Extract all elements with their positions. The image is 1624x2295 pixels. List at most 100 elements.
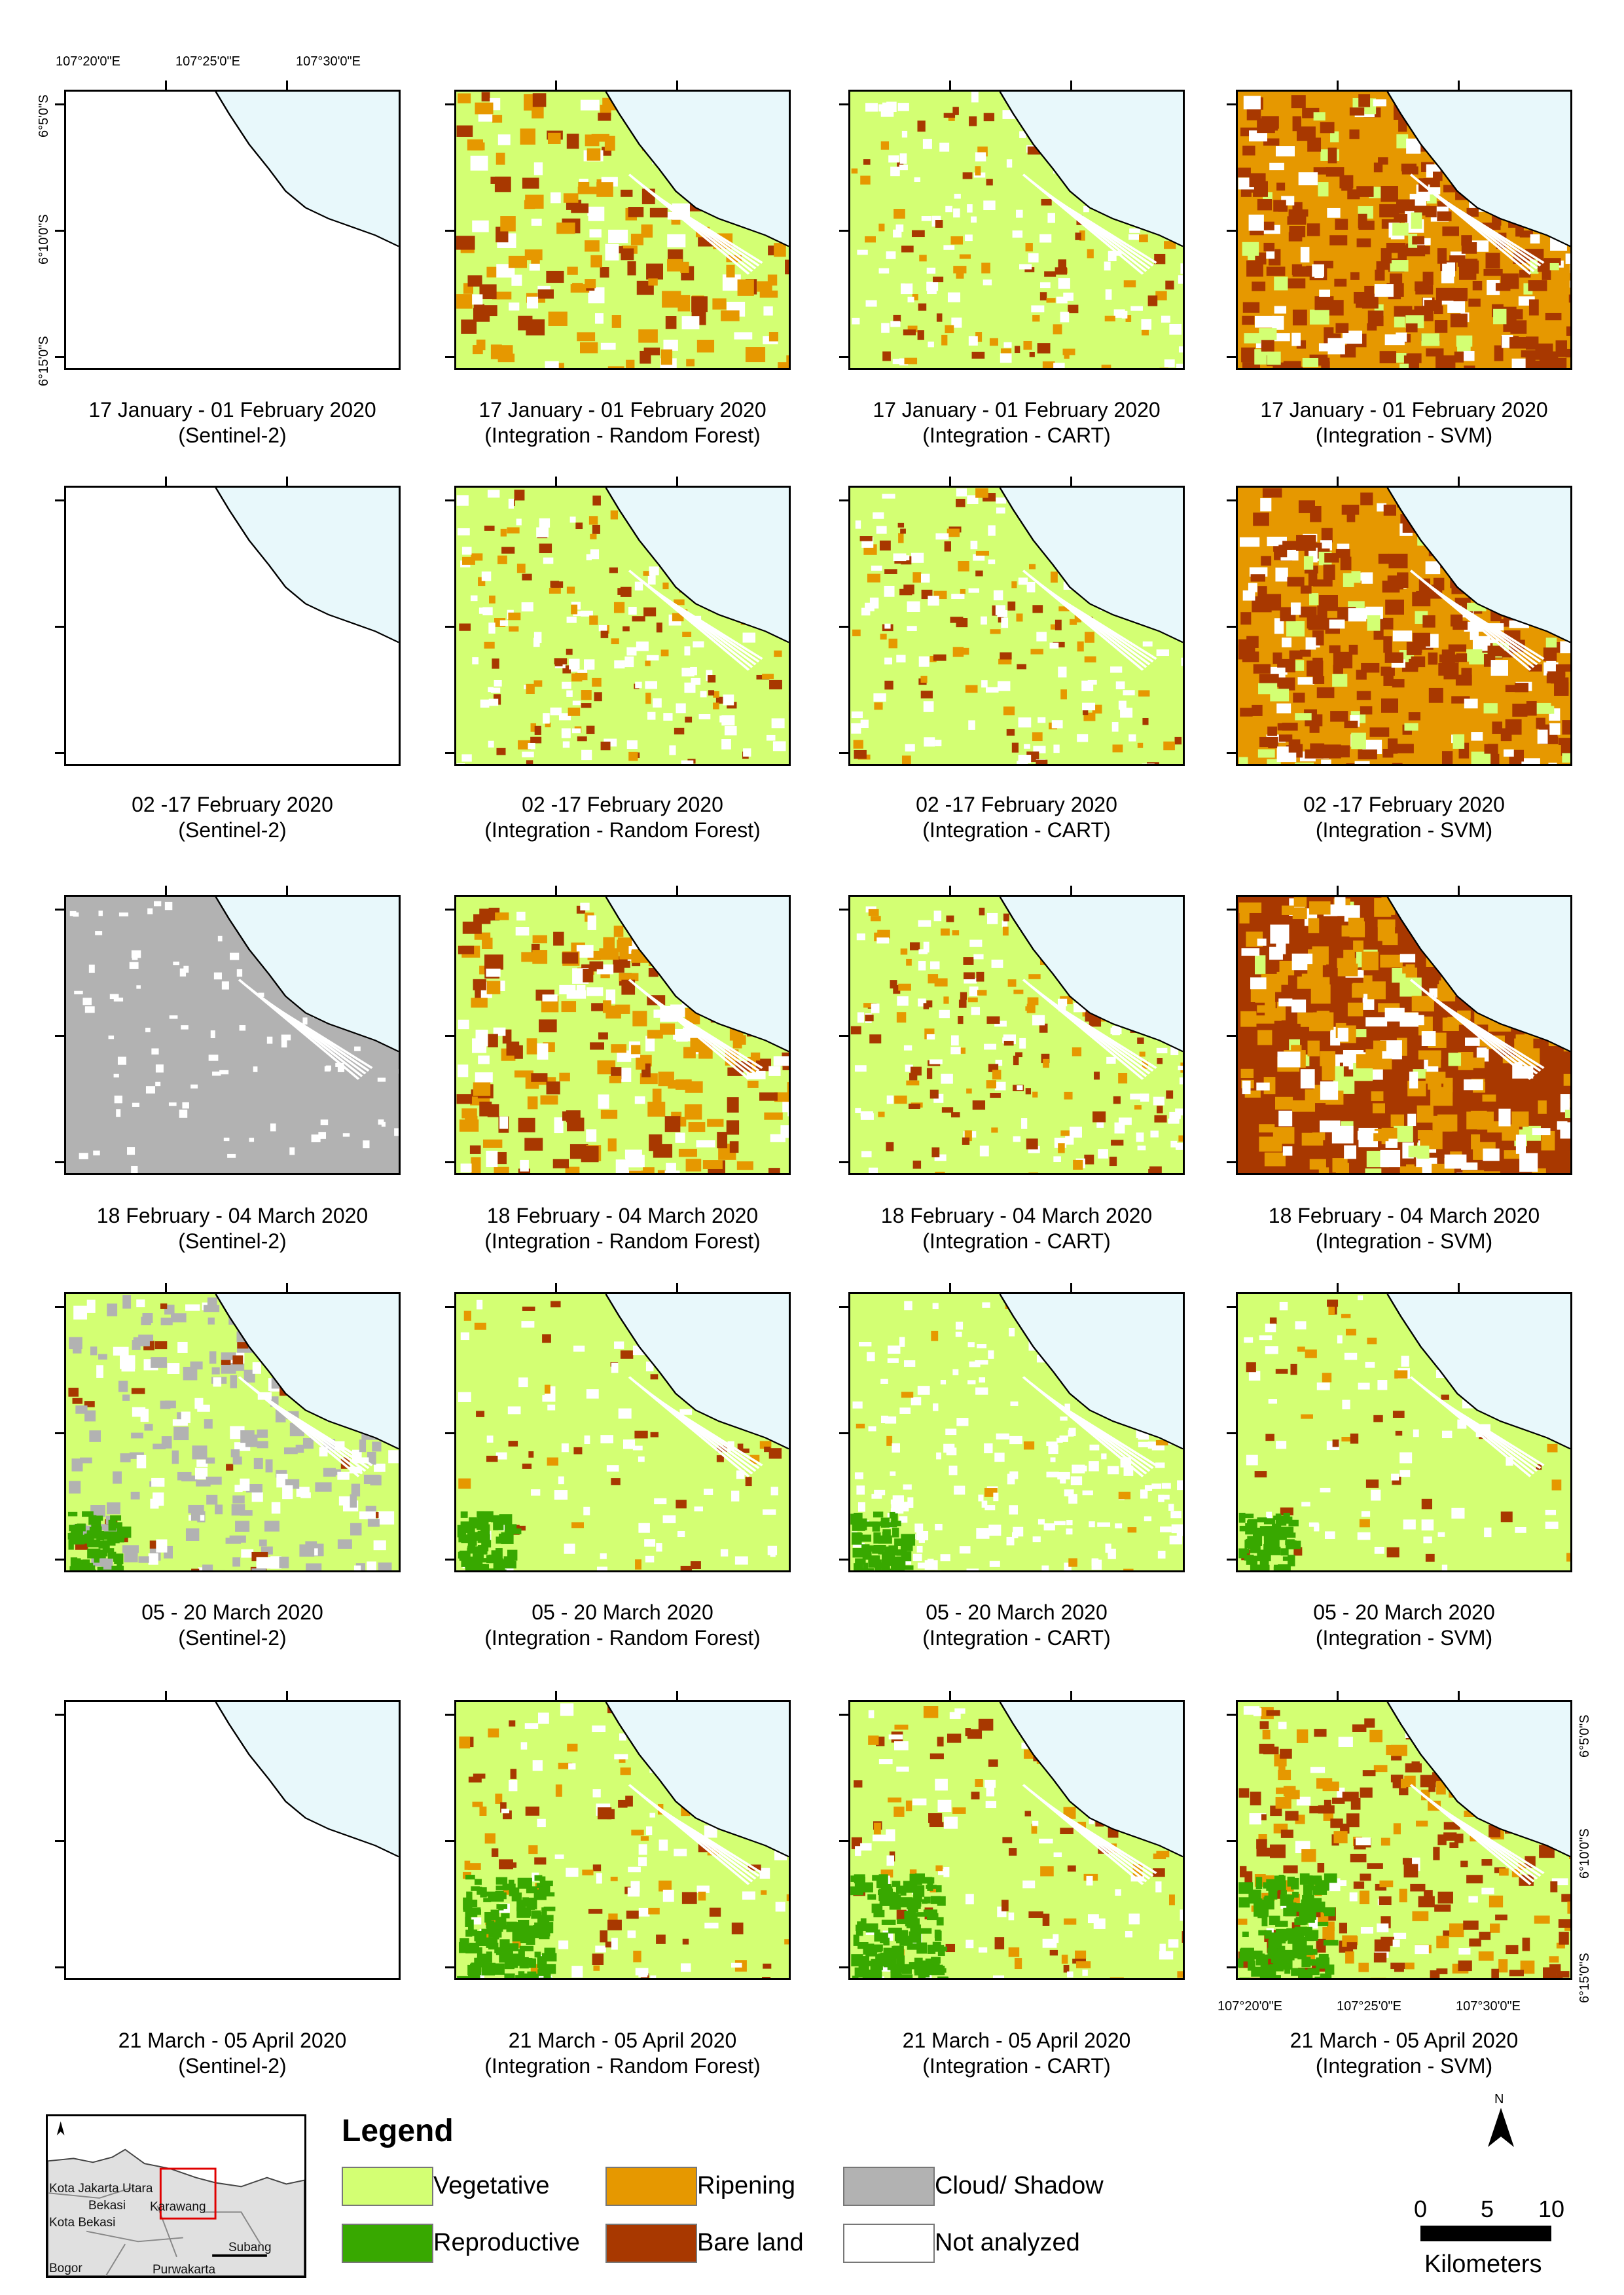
land-class-patch	[271, 1502, 281, 1514]
land-class-patch	[529, 263, 540, 271]
land-class-patch	[1412, 1911, 1429, 1921]
land-class-patch	[1007, 601, 1016, 611]
land-class-patch	[1112, 1026, 1121, 1036]
land-class-patch	[1377, 919, 1396, 928]
land-class-patch	[1082, 1490, 1093, 1496]
land-class-patch	[566, 134, 579, 149]
land-class-patch	[897, 996, 909, 1006]
land-class-patch	[1411, 212, 1422, 229]
land-class-patch	[1373, 99, 1386, 107]
land-class-patch	[731, 1491, 740, 1502]
land-class-patch	[1053, 1934, 1059, 1943]
land-class-patch	[1291, 95, 1306, 109]
land-class-patch	[481, 1516, 489, 1528]
land-class-patch	[1283, 1907, 1297, 1917]
sea-area	[605, 92, 789, 247]
coastline	[605, 1294, 789, 1450]
land-class-patch	[571, 203, 589, 213]
land-class-patch	[886, 1855, 895, 1866]
land-class-patch	[621, 979, 636, 995]
land-class-patch	[1164, 359, 1175, 368]
land-class-patch	[1279, 960, 1295, 976]
land-class-patch	[884, 623, 891, 629]
land-class-patch	[1490, 753, 1500, 764]
land-class-patch	[465, 1917, 471, 1927]
land-class-patch	[674, 1849, 687, 1856]
land-class-patch	[1437, 1114, 1458, 1132]
land-class-patch	[518, 1883, 532, 1888]
land-class-patch	[1291, 999, 1307, 1013]
land-class-patch	[472, 220, 489, 232]
land-class-patch	[1484, 744, 1495, 754]
land-class-patch	[586, 987, 604, 996]
land-class-patch	[1053, 1852, 1062, 1858]
land-class-patch	[1296, 1729, 1308, 1743]
land-class-patch	[212, 1071, 221, 1076]
land-class-patch	[461, 547, 472, 555]
land-class-patch	[251, 1492, 263, 1502]
land-class-patch	[1274, 1096, 1293, 1110]
land-class-patch	[1296, 1796, 1311, 1806]
land-class-patch	[1349, 1892, 1358, 1902]
land-class-patch	[1519, 270, 1531, 278]
land-class-patch	[611, 638, 619, 645]
land-class-patch	[481, 1928, 491, 1934]
land-class-patch	[1250, 977, 1267, 990]
land-class-patch	[1394, 316, 1405, 328]
land-class-patch	[1161, 1483, 1171, 1489]
land-class-patch	[653, 1144, 673, 1158]
classification-map-panel	[848, 895, 1185, 1175]
land-class-patch	[472, 1801, 483, 1807]
graticule-tick	[445, 751, 454, 754]
land-class-patch	[1256, 1839, 1267, 1849]
land-class-patch	[514, 1070, 533, 1078]
land-class-patch	[1001, 617, 1009, 628]
land-class-patch	[1356, 691, 1371, 700]
land-class-patch	[1285, 1516, 1293, 1524]
land-class-patch	[1388, 553, 1408, 569]
land-class-patch	[1051, 720, 1063, 729]
land-class-patch	[1448, 644, 1467, 652]
land-class-patch	[144, 1424, 153, 1431]
land-class-patch	[926, 1068, 933, 1079]
land-class-patch	[142, 1313, 153, 1324]
land-class-patch	[179, 968, 187, 977]
land-class-patch	[854, 1780, 863, 1788]
land-class-patch	[691, 678, 701, 685]
land-class-patch	[1158, 1494, 1164, 1502]
land-class-patch	[586, 1129, 597, 1142]
land-class-patch	[863, 159, 871, 165]
sea-area	[215, 897, 399, 1052]
land-class-patch	[1479, 1932, 1491, 1940]
land-class-patch	[1433, 577, 1445, 590]
land-class-patch	[1512, 703, 1528, 717]
land-class-patch	[635, 1968, 649, 1976]
land-class-patch	[856, 1925, 869, 1931]
land-class-patch	[868, 1426, 876, 1432]
land-class-patch	[1464, 1079, 1483, 1091]
land-class-patch	[951, 1035, 959, 1046]
land-class-patch	[456, 125, 473, 137]
panel-caption: 21 March - 05 April 2020 (Integration - R…	[426, 2028, 819, 2079]
land-class-patch	[1481, 1859, 1492, 1866]
land-class-patch	[1526, 701, 1537, 716]
land-class-patch	[1284, 1968, 1291, 1974]
land-class-patch	[918, 949, 928, 954]
land-class-patch	[681, 1963, 691, 1972]
land-class-patch	[257, 1429, 268, 1438]
land-class-patch	[484, 1911, 492, 1923]
land-class-patch	[1392, 763, 1403, 764]
graticule-tick	[445, 909, 454, 911]
land-class-patch	[472, 294, 483, 305]
land-class-patch	[1412, 236, 1425, 245]
land-class-patch	[1273, 200, 1286, 212]
land-class-patch	[1280, 1890, 1287, 1894]
land-class-patch	[1066, 1528, 1073, 1535]
land-class-patch	[1560, 641, 1570, 653]
land-class-patch	[1270, 924, 1290, 944]
land-class-patch	[1285, 1532, 1296, 1538]
land-class-patch	[956, 1047, 965, 1054]
land-class-patch	[1386, 1547, 1399, 1558]
land-class-patch	[947, 1733, 962, 1743]
land-class-patch	[1137, 742, 1144, 748]
